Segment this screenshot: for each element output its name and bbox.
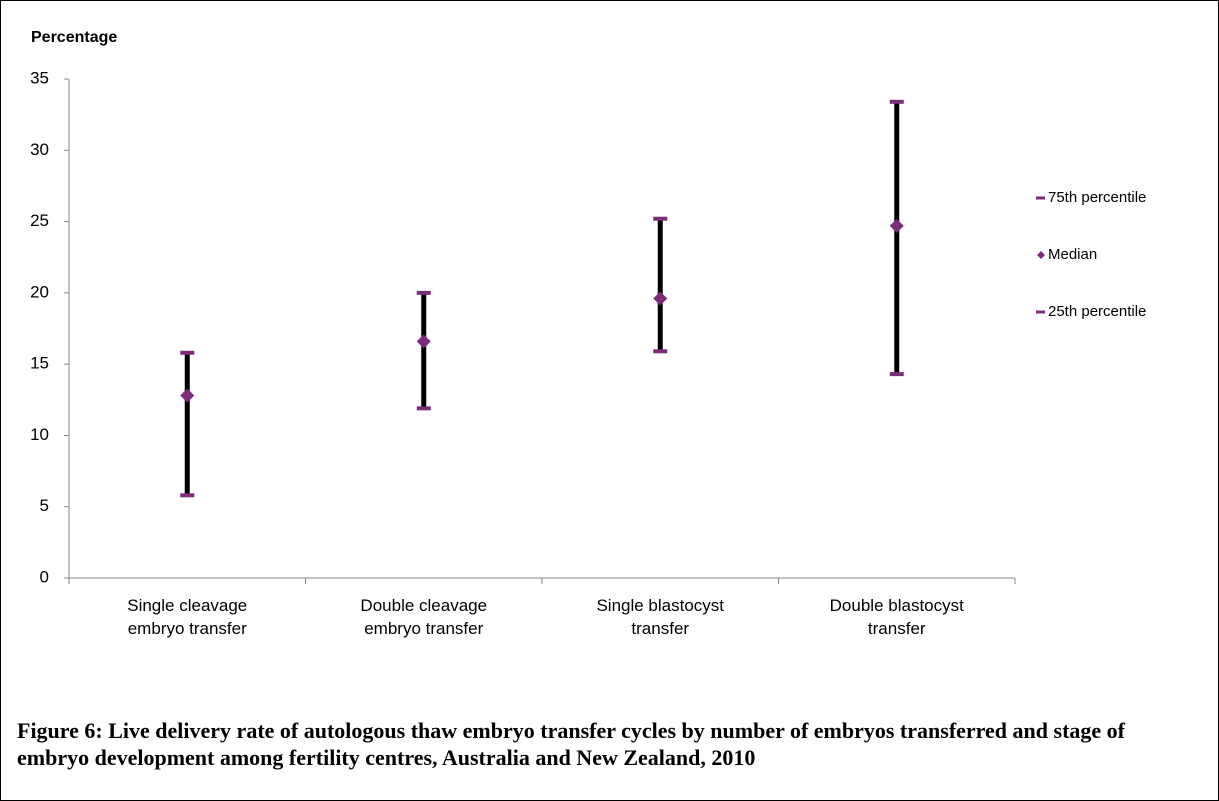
y-tick-label: 0	[40, 567, 49, 586]
y-tick-label: 30	[30, 140, 49, 159]
legend-label: 75th percentile	[1048, 189, 1146, 206]
median-marker	[889, 218, 904, 233]
y-tick-label: 5	[40, 496, 49, 515]
legend-label: 25th percentile	[1048, 303, 1146, 320]
median-marker	[653, 291, 668, 306]
y-axis-label: Percentage	[31, 29, 118, 46]
median-marker	[416, 334, 431, 349]
x-tick-label: Single blastocyst transfer	[596, 596, 725, 638]
x-tick-label: Double blastocyst transfer	[829, 596, 964, 638]
legend-label: Median	[1048, 246, 1097, 263]
y-tick-label: 35	[30, 68, 49, 87]
y-tick-label: 20	[30, 282, 49, 301]
y-tick-label: 15	[30, 354, 49, 373]
y-tick-label: 10	[30, 425, 49, 444]
median-marker	[180, 388, 195, 403]
y-tick-label: 25	[30, 211, 49, 230]
x-tick-label: Single cleavage embryo transfer	[127, 596, 248, 638]
x-tick-label: Double cleavage embryo transfer	[360, 596, 488, 638]
caption: Figure 6: Live delivery rate of autologo…	[17, 718, 1125, 770]
legend-marker	[1037, 251, 1045, 259]
